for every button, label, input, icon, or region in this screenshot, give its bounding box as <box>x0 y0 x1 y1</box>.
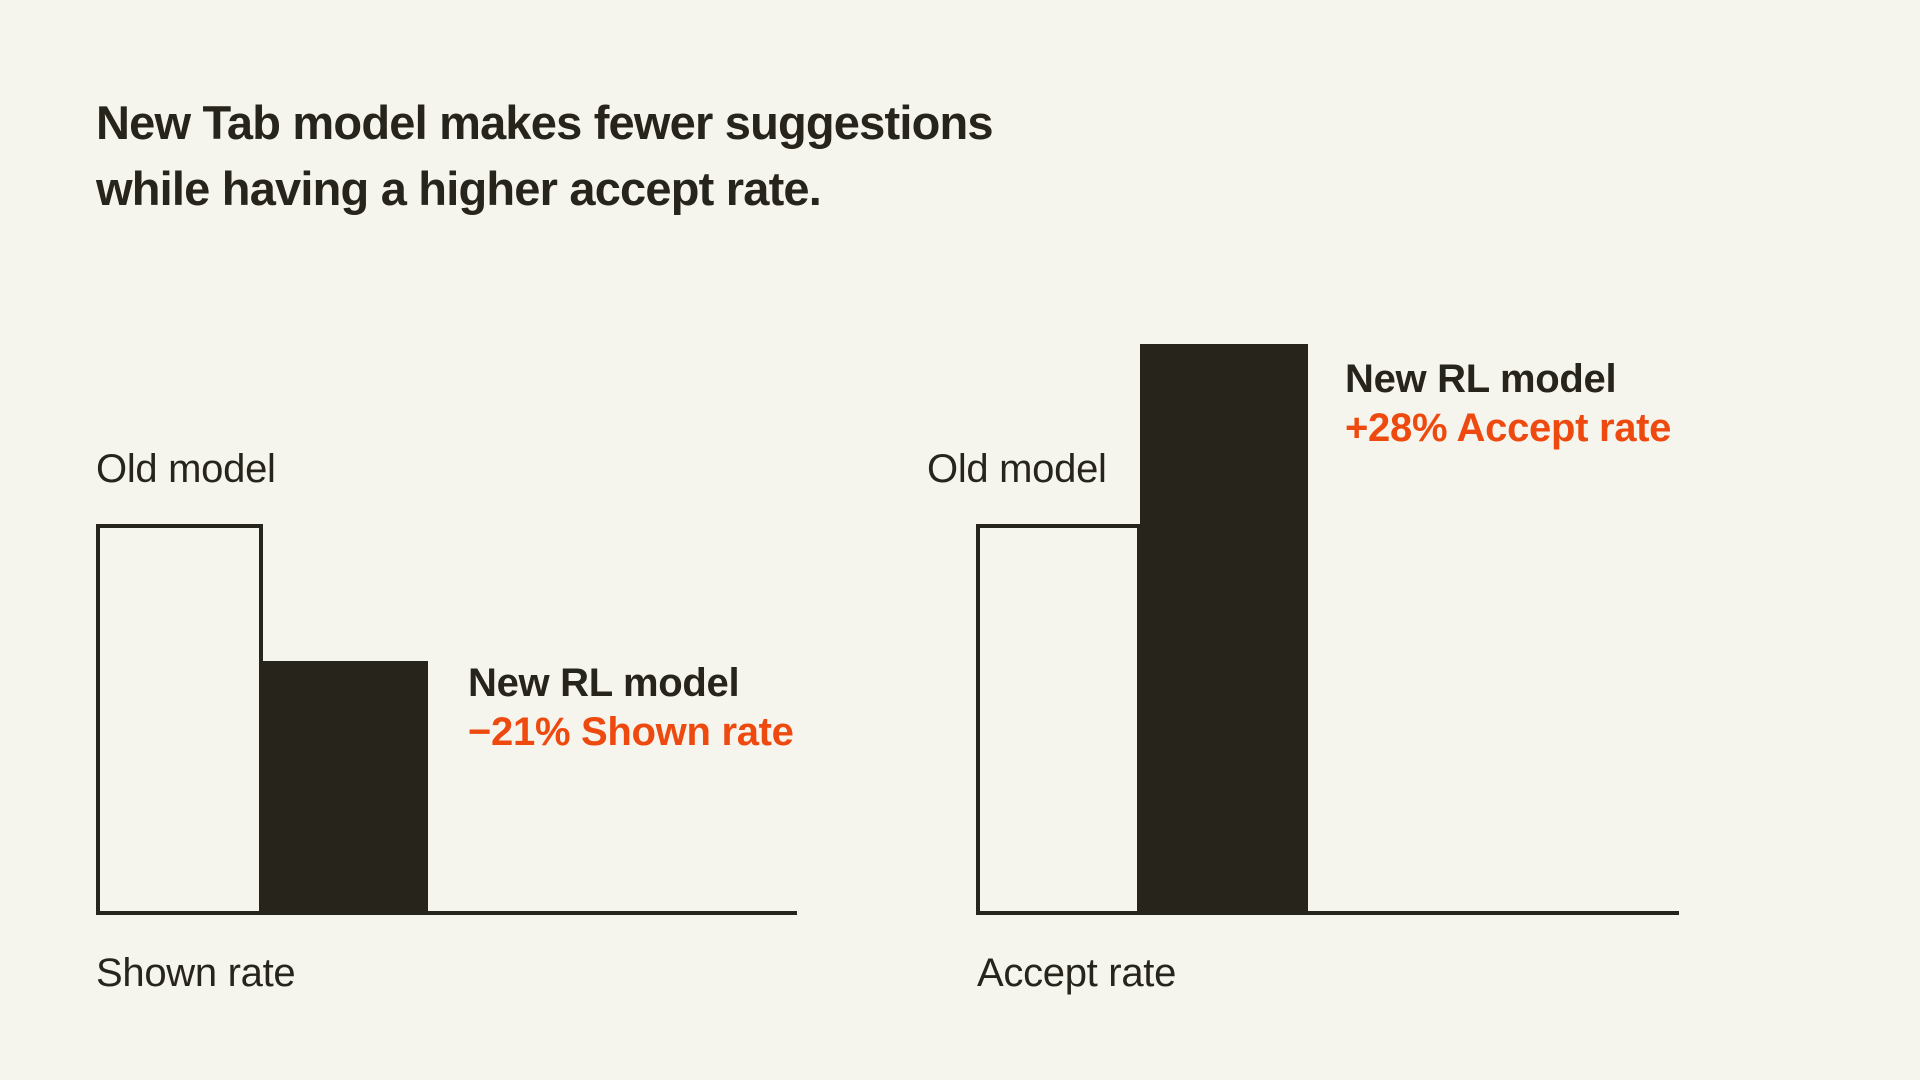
new-rl-model-bar <box>260 661 428 915</box>
annotation-delta-value: −21% Shown rate <box>468 710 794 754</box>
old-model-bar-label: Old model <box>96 447 276 491</box>
x-axis-line <box>976 911 1679 915</box>
title-line-1: New Tab model makes fewer suggestions <box>96 96 994 149</box>
new-rl-model-bar <box>1140 344 1308 915</box>
x-axis-label: Accept rate <box>977 951 1177 995</box>
new-rl-model-annotation: New RL model +28% Accept rate <box>1345 355 1671 453</box>
old-model-bar <box>976 524 1141 915</box>
x-axis-label: Shown rate <box>96 951 296 995</box>
new-rl-model-annotation: New RL model −21% Shown rate <box>468 659 794 757</box>
annotation-model-name: New RL model <box>468 661 740 705</box>
annotation-delta-value: +28% Accept rate <box>1345 406 1672 450</box>
old-model-bar <box>96 524 263 915</box>
x-axis-line <box>96 911 797 915</box>
title-line-2: while having a higher accept rate. <box>96 162 822 215</box>
annotation-model-name: New RL model <box>1345 357 1617 401</box>
old-model-bar-label: Old model <box>927 447 1107 491</box>
figure-title: New Tab model makes fewer suggestions wh… <box>96 90 994 222</box>
